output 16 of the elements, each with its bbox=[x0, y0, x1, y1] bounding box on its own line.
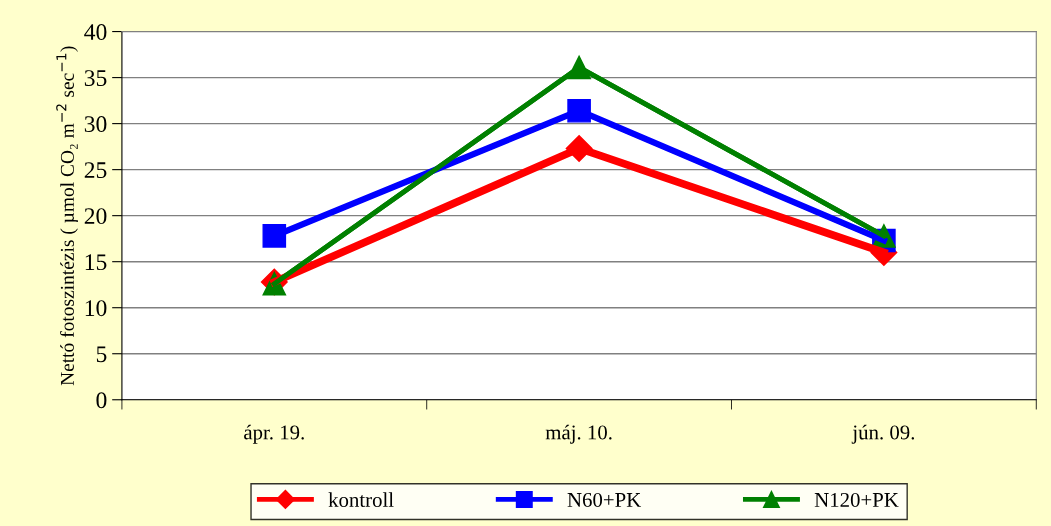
y-tick-label: 20 bbox=[84, 208, 107, 225]
y-tick-label: 10 bbox=[85, 300, 107, 317]
y-tick-label: 35 bbox=[84, 70, 107, 87]
y-tick-label: 15 bbox=[85, 254, 107, 271]
y-tick-label: 5 bbox=[96, 346, 107, 363]
y-axis-title: Nettó fotoszintézis ( µmol CO₂ m$^{−2}$ sec$^{−1}$) bbox=[56, 46, 78, 386]
legend-label: kontroll bbox=[328, 492, 394, 507]
y-tick-label: 0 bbox=[96, 392, 107, 409]
y-tick-label: 25 bbox=[84, 162, 107, 179]
legend-label: N120+PK bbox=[814, 492, 899, 507]
x-tick-label: jún. 09. bbox=[851, 424, 915, 444]
x-tick-label: ápr. 19. bbox=[244, 424, 304, 444]
y-tick-label: 40 bbox=[84, 24, 107, 40]
legend-label: N60+PK bbox=[567, 492, 642, 507]
x-tick-label: máj. 10. bbox=[545, 424, 612, 444]
y-tick-label: 30 bbox=[84, 116, 107, 133]
